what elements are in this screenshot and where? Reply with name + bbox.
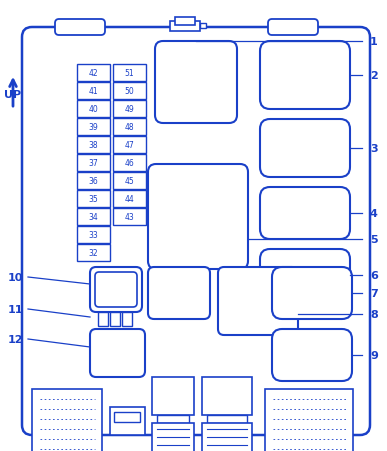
Text: 11: 11 [8,304,24,314]
Text: 46: 46 [125,159,134,168]
Text: 51: 51 [125,69,134,78]
Text: 45: 45 [125,177,134,186]
Bar [77,155,110,172]
Text: 5: 5 [370,235,378,244]
FancyBboxPatch shape [148,165,248,269]
Bar [207,415,247,423]
FancyBboxPatch shape [260,249,350,301]
Bar [113,191,146,207]
Text: 1: 1 [370,37,378,47]
FancyBboxPatch shape [272,267,352,319]
Bar [152,377,194,415]
Text: 6: 6 [370,271,378,281]
Bar [152,423,194,451]
Text: 41: 41 [89,87,98,96]
Text: 36: 36 [89,177,98,186]
Bar [113,101,146,118]
Bar [175,18,195,26]
Bar [113,65,146,82]
FancyBboxPatch shape [148,267,210,319]
Text: 2: 2 [370,71,378,81]
Bar [77,101,110,118]
Bar [113,119,146,136]
FancyBboxPatch shape [155,42,237,124]
Text: 3: 3 [370,144,378,154]
FancyBboxPatch shape [22,28,370,435]
Bar [77,119,110,136]
Bar [202,423,252,451]
Bar [77,191,110,207]
Bar [113,155,146,172]
Text: 40: 40 [89,105,98,114]
FancyBboxPatch shape [55,20,105,36]
Text: UP: UP [4,90,22,100]
Text: 43: 43 [125,212,134,221]
Text: 37: 37 [89,159,98,168]
FancyBboxPatch shape [268,20,318,36]
Text: 48: 48 [125,123,134,132]
Text: 47: 47 [125,141,134,150]
Text: 44: 44 [125,194,134,203]
Bar [157,415,189,423]
Text: 34: 34 [89,212,98,221]
Bar [170,22,200,32]
Text: 10: 10 [8,272,23,282]
Bar [77,65,110,82]
Bar [77,226,110,244]
Bar [113,137,146,154]
Bar [200,24,206,29]
Bar [77,208,110,226]
Text: 9: 9 [370,350,378,360]
Bar [110,312,120,326]
Text: 39: 39 [89,123,98,132]
Text: 4: 4 [370,208,378,219]
Bar [32,389,102,451]
Text: 49: 49 [125,105,134,114]
Bar [202,377,252,415]
Bar [265,389,353,451]
FancyBboxPatch shape [260,120,350,178]
FancyBboxPatch shape [218,267,298,335]
FancyBboxPatch shape [272,329,352,381]
Bar [113,83,146,100]
FancyBboxPatch shape [260,188,350,239]
Bar [98,312,108,326]
Bar [122,312,132,326]
Bar [113,173,146,189]
Text: 42: 42 [89,69,98,78]
Text: 12: 12 [8,334,24,344]
Bar [110,407,145,435]
FancyBboxPatch shape [260,42,350,110]
Text: 33: 33 [89,230,98,239]
Text: 35: 35 [89,194,98,203]
FancyBboxPatch shape [95,272,137,307]
Text: 38: 38 [89,141,98,150]
Bar [77,83,110,100]
Bar [77,244,110,262]
FancyBboxPatch shape [90,329,145,377]
Text: 50: 50 [125,87,134,96]
Text: 7: 7 [370,288,378,299]
Bar [113,208,146,226]
Bar [77,173,110,189]
Bar [77,137,110,154]
Text: 32: 32 [89,249,98,258]
Text: 8: 8 [370,309,378,319]
Bar [114,412,140,422]
FancyBboxPatch shape [90,267,142,312]
